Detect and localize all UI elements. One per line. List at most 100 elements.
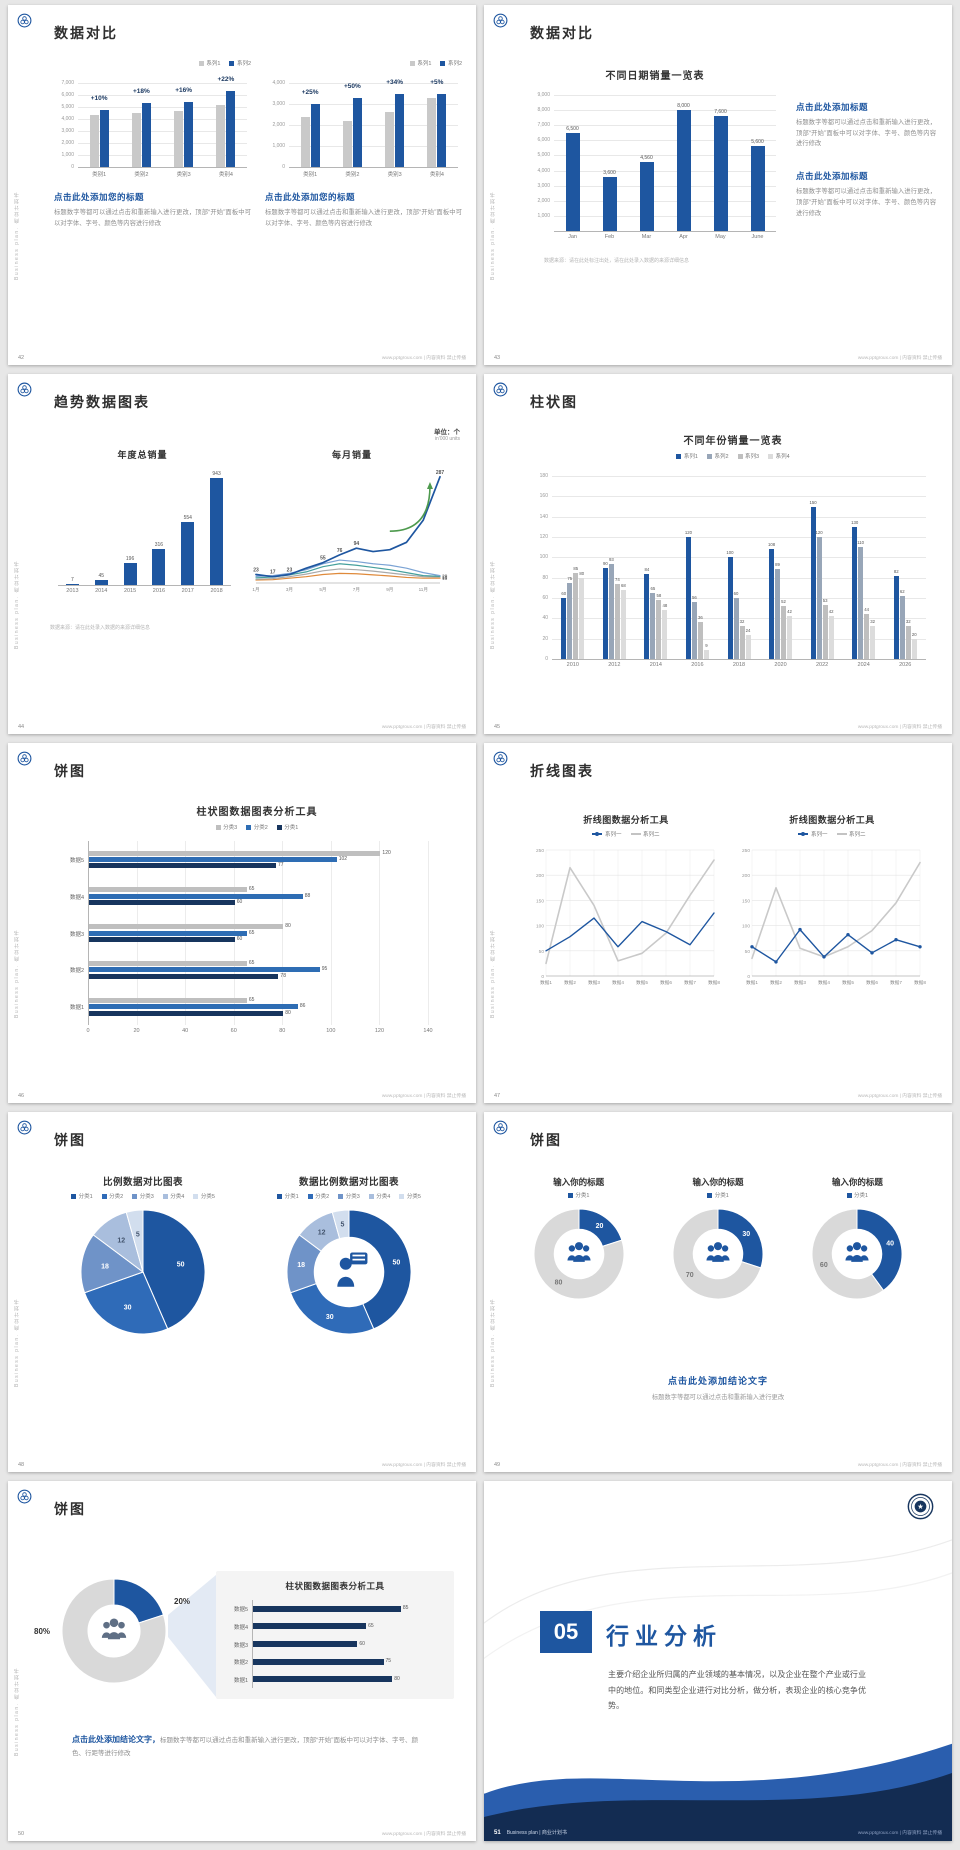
chart-title: 不同年份销量一览表 (683, 436, 783, 447)
svg-text:数据4: 数据4 (818, 979, 830, 986)
conclusion-lead: 点击此处添加结论文字， (72, 1735, 161, 1744)
page-number: 47 (494, 1092, 501, 1099)
donut-chart: 40 60 (810, 1207, 904, 1301)
svg-text:数据1: 数据1 (746, 979, 758, 986)
slide-title: 饼图 (530, 1132, 562, 1148)
slide-45[interactable]: Business plan. 商业计划书 柱状图 不同年份销量一览表 系列1 系列… (484, 374, 952, 734)
slide-title: 饼图 (54, 763, 86, 779)
svg-text:50: 50 (177, 1262, 185, 1269)
svg-text:30: 30 (124, 1305, 132, 1312)
chart-legend: 系列1 系列2 (54, 59, 251, 67)
svg-text:数据5: 数据5 (636, 979, 648, 986)
page-number: 44 (18, 723, 25, 730)
slide-43[interactable]: Business plan. 商业计划书 数据对比 不同日期销量一览表 9,00… (484, 5, 952, 365)
people-icon (567, 1242, 591, 1262)
donut-chart (60, 1577, 168, 1685)
slide-48[interactable]: Business plan. 商业计划书 饼图 比例数据对比图表 分类1 分类2 分… (8, 1112, 476, 1472)
brand-badge-icon: ★ (907, 1493, 934, 1520)
slide-44[interactable]: Business plan. 商业计划书 趋势数据图表 单位：个 in'000 … (8, 374, 476, 734)
conclusion-body: 标题数字等都可以通过点击和重新输入进行更改，顶部“开始”面板中可以对字体、字号、… (72, 1737, 418, 1757)
slide-50[interactable]: Business plan. 商业计划书 饼图 80% 20% 柱状图数据图表分… (8, 1481, 476, 1841)
svg-text:数据3: 数据3 (794, 979, 806, 986)
slide-title: 饼图 (54, 1132, 86, 1148)
svg-text:1月: 1月 (252, 587, 259, 593)
grouped-column-chart: 7,000 6,000 5,000 4,000 3,000 2,000 1,000 0 类别1 +… (54, 67, 251, 179)
svg-text:100: 100 (742, 924, 750, 930)
slide-49[interactable]: Business plan. 商业计划书 饼图 输入你的标题 分类1 20 80 … (484, 1112, 952, 1472)
legend-item: 分类2 (246, 823, 268, 831)
svg-text:12: 12 (318, 1230, 326, 1237)
svg-text:30: 30 (742, 1231, 750, 1238)
slide-title: 趋势数据图表 (54, 394, 150, 410)
legend-item: 系列1 (198, 59, 220, 67)
data-source-note: 数据来源：请在此处标注出处，请在此处录入数据的来源详细信息 (544, 258, 690, 264)
sidebar-watermark: Business plan. 商业计划书 (14, 1298, 20, 1387)
chart-legend: 系列1 系列2 (265, 59, 462, 67)
chart-legend: 系列一 系列二 (734, 830, 930, 838)
horizontal-bar-chart: 数据5 85 数据4 65 数据3 60 数据2 75 数据1 80 (228, 1598, 442, 1690)
legend-item: 系列1 (409, 59, 431, 67)
donut-chart: 30 70 (671, 1207, 765, 1301)
svg-text:0: 0 (747, 974, 750, 980)
legend-item: 系列二 (630, 830, 660, 838)
brand-logo-icon (493, 13, 508, 28)
legend-item: 分类1 (71, 1192, 93, 1200)
pie-chart: 50 30 18 12 5 (79, 1208, 207, 1336)
brand-logo-icon (493, 1120, 508, 1135)
footer-site: www.pptgroux.com | 内容资料 禁止传播 (857, 1463, 942, 1468)
slide-47[interactable]: Business plan. 商业计划书 折线图表 折线图数据分析工具 系列一系… (484, 743, 952, 1103)
placeholder-body: 标题数字等都可以通过点击和重新输入进行更改，顶部“开始”面板中可以对字体、字号、… (796, 188, 936, 217)
svg-text:5月: 5月 (319, 587, 326, 593)
legend-item: 分类4 (162, 1192, 184, 1200)
legend-item: 分类2 (307, 1192, 329, 1200)
slide-51[interactable]: ★ 05 行业分析 主要介绍企业所归属的产业领域的基本情况，以及企业在整个产业或… (484, 1481, 952, 1841)
svg-text:17: 17 (270, 570, 276, 576)
conclusion-body: 标题数字等都可以通过点击和重新输入进行更改 (651, 1394, 785, 1401)
slide-42[interactable]: Business plan. 商业计划书 数据对比 系列1 系列2 7,000 6,… (8, 5, 476, 365)
svg-text:数据6: 数据6 (660, 979, 672, 986)
svg-text:150: 150 (536, 898, 544, 904)
sidebar-watermark: Business plan. 商业计划书 (14, 191, 20, 280)
donut-chart: 20 80 (532, 1207, 626, 1301)
page-number: 48 (18, 1461, 25, 1468)
svg-text:★: ★ (917, 1502, 923, 1511)
svg-text:250: 250 (742, 848, 750, 854)
donut-label-blue: 20% (174, 1597, 191, 1606)
legend-item: 分类5 (193, 1192, 215, 1200)
svg-text:287: 287 (436, 470, 445, 476)
grouped-column-chart: 4,000 3,000 2,000 1,000 0 类别1 +25% 类别2 +50% 类别3 +3… (265, 67, 462, 179)
chart-legend: 分类1 (518, 1191, 639, 1199)
unit-label: 单位：个 (434, 429, 460, 436)
legend-item: 系列3 (737, 452, 759, 460)
section-title: 行业分析 (606, 1623, 722, 1649)
legend-item: 分类1 (707, 1191, 729, 1199)
svg-text:16: 16 (442, 575, 448, 581)
legend-item: 系列一 (798, 830, 828, 838)
chart-legend: 分类3 分类2 分类1 (54, 823, 460, 831)
svg-text:5: 5 (136, 1231, 140, 1238)
svg-text:12: 12 (117, 1238, 125, 1245)
panel-title: 柱状图数据图表分析工具 (285, 1581, 385, 1591)
slide-46[interactable]: Business plan. 商业计划书 饼图 柱状图数据图表分析工具 分类3 分… (8, 743, 476, 1103)
footer-site: www.pptgroux.com | 内容资料 禁止传播 (381, 725, 466, 730)
svg-text:100: 100 (536, 924, 544, 930)
footer-site: www.pptgroux.com | 内容资料 禁止传播 (857, 1094, 942, 1099)
chart-title: 比例数据对比图表 (102, 1177, 183, 1188)
person-chat-icon (337, 1252, 368, 1287)
svg-text:30: 30 (326, 1314, 334, 1321)
slide-title: 折线图表 (530, 763, 594, 779)
brand-logo-icon (17, 751, 32, 766)
sidebar-watermark: Business plan. 商业计划书 (14, 1667, 20, 1756)
growth-arrow (389, 486, 431, 532)
svg-text:数据7: 数据7 (684, 979, 696, 986)
svg-text:数据6: 数据6 (866, 979, 878, 986)
chart-legend: 分类1 (657, 1191, 778, 1199)
legend-item: 分类3 (215, 823, 237, 831)
donut-label-gray: 80% (34, 1627, 51, 1636)
background-swoosh (484, 1539, 952, 1660)
svg-text:0: 0 (541, 974, 544, 980)
svg-text:3月: 3月 (286, 587, 293, 593)
page-number: 51 (494, 1829, 501, 1836)
svg-text:数据8: 数据8 (914, 979, 926, 986)
